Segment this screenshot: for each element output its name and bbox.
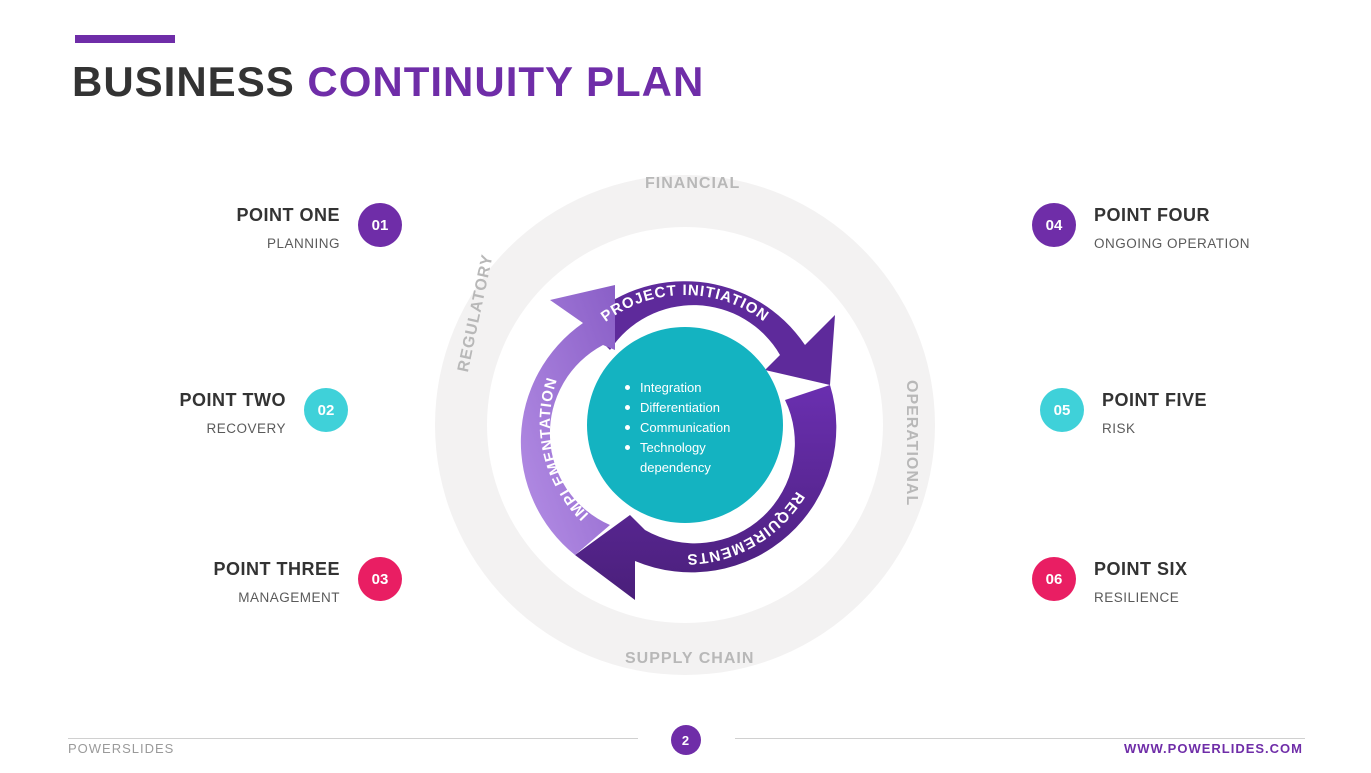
point-five: 05 POINT FIVE RISK — [1040, 388, 1340, 436]
sector-label-operational: OPERATIONAL — [902, 380, 920, 506]
point-sub: RECOVERY — [180, 421, 287, 436]
point-sub: RESILIENCE — [1094, 590, 1188, 605]
badge-06: 06 — [1032, 557, 1076, 601]
sector-label-financial: FINANCIAL — [645, 175, 740, 193]
point-title: POINT FIVE — [1102, 390, 1207, 411]
title-word-2: CONTINUITY PLAN — [307, 58, 704, 105]
point-title: POINT FOUR — [1094, 205, 1250, 226]
sector-label-supply-chain: SUPPLY CHAIN — [625, 650, 754, 668]
center-item: Technology dependency — [625, 438, 750, 478]
point-title: POINT THREE — [213, 559, 340, 580]
center-item: Integration — [625, 378, 701, 398]
page-number-badge: 2 — [671, 725, 701, 755]
slide-title: BUSINESS CONTINUITY PLAN — [72, 58, 704, 106]
badge-04: 04 — [1032, 203, 1076, 247]
point-title: POINT TWO — [180, 390, 287, 411]
cycle-diagram: PROJECT INITIATION REQUIREMENTS IMPLEMEN… — [435, 175, 935, 675]
badge-05: 05 — [1040, 388, 1084, 432]
point-sub: ONGOING OPERATION — [1094, 236, 1250, 251]
badge-01: 01 — [358, 203, 402, 247]
footer-url: WWW.POWERLIDES.COM — [1124, 741, 1303, 756]
point-sub: PLANNING — [236, 236, 340, 251]
center-circle: Integration Differentiation Communicatio… — [587, 327, 783, 523]
point-six: 06 POINT SIX RESILIENCE — [1032, 557, 1332, 605]
point-one: 01 POINT ONE PLANNING — [142, 203, 402, 251]
point-title: POINT SIX — [1094, 559, 1188, 580]
point-title: POINT ONE — [236, 205, 340, 226]
point-four: 04 POINT FOUR ONGOING OPERATION — [1032, 203, 1332, 251]
badge-03: 03 — [358, 557, 402, 601]
title-word-1: BUSINESS — [72, 58, 295, 105]
point-sub: RISK — [1102, 421, 1207, 436]
badge-02: 02 — [304, 388, 348, 432]
slide: BUSINESS CONTINUITY PLAN — [0, 0, 1371, 773]
center-item: Communication — [625, 418, 730, 438]
point-sub: MANAGEMENT — [213, 590, 340, 605]
point-two: 02 POINT TWO RECOVERY — [108, 388, 348, 436]
point-three: 03 POINT THREE MANAGEMENT — [142, 557, 402, 605]
center-item: Differentiation — [625, 398, 720, 418]
footer-brand: POWERSLIDES — [68, 741, 174, 756]
title-accent-bar — [75, 35, 175, 43]
